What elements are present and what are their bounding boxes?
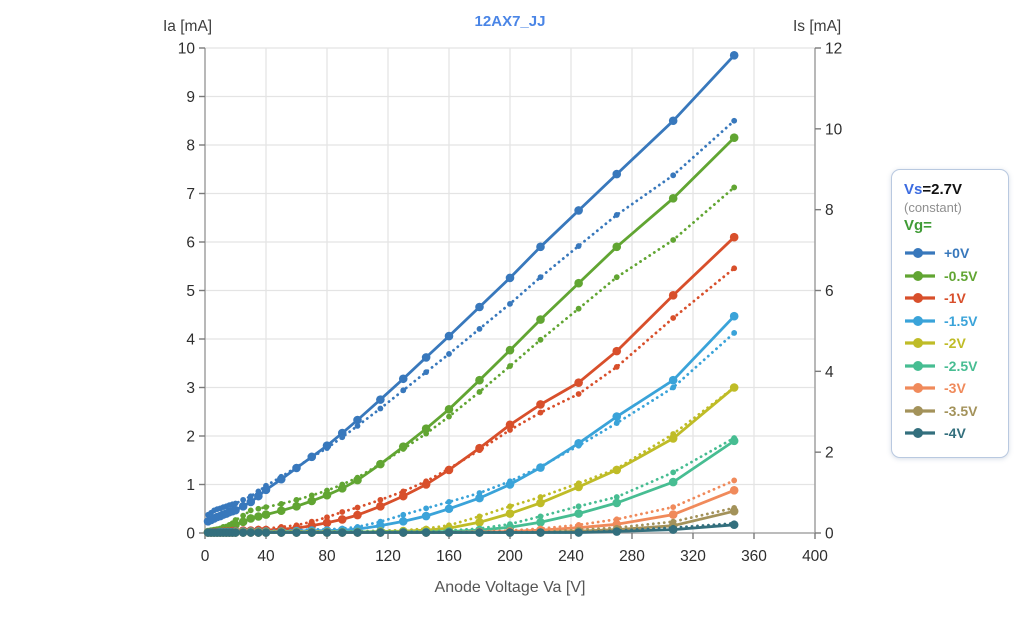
legend-line-marker-icon: [905, 428, 935, 439]
legend-entry--0.5V[interactable]: -0.5V: [904, 265, 996, 288]
legend-entry-label: -4V: [944, 425, 966, 442]
legend-entry-label: -2.5V: [944, 357, 978, 374]
right-axis-title: Is [mA]: [793, 18, 842, 35]
legend-entry--2V[interactable]: -2V: [904, 332, 996, 355]
legend-entry-label: -2V: [944, 335, 966, 352]
legend-entry--2.5V[interactable]: -2.5V: [904, 355, 996, 378]
legend-entry--3.5V[interactable]: -3.5V: [904, 400, 996, 423]
svg-text:320: 320: [680, 548, 706, 565]
legend-entries: +0V -0.5V -1V -1.5V -2V -2.5V -3V -3.5V -4V: [904, 242, 996, 445]
series--1V: [203, 232, 739, 537]
legend-entry--1.5V[interactable]: -1.5V: [904, 310, 996, 333]
left-axis-title: Ia [mA]: [163, 18, 213, 35]
legend-entry-label: -1.5V: [944, 312, 978, 329]
svg-text:8: 8: [186, 138, 195, 155]
svg-text:400: 400: [802, 548, 828, 565]
series--4V: [203, 520, 739, 537]
legend-entry-label: -0.5V: [944, 267, 978, 284]
legend-entry--3V[interactable]: -3V: [904, 377, 996, 400]
svg-text:0: 0: [201, 548, 210, 565]
legend-line-marker-icon: [905, 248, 935, 259]
svg-text:10: 10: [825, 121, 843, 138]
svg-text:240: 240: [558, 548, 584, 565]
series--2.5V: [203, 435, 739, 537]
svg-text:9: 9: [186, 89, 195, 106]
svg-text:7: 7: [186, 186, 195, 203]
legend-box: Vs=2.7V (constant) Vg= +0V -0.5V -1V -1.5V -…: [891, 169, 1009, 458]
legend-line-marker-icon: [905, 360, 935, 371]
legend-line-marker-icon: [905, 315, 935, 326]
svg-text:4: 4: [825, 364, 834, 381]
legend-heading: Vs=2.7V: [904, 180, 996, 199]
svg-text:80: 80: [318, 548, 336, 565]
svg-text:5: 5: [186, 283, 195, 300]
svg-text:2: 2: [186, 429, 195, 446]
svg-text:360: 360: [741, 548, 767, 565]
legend-entry--1V[interactable]: -1V: [904, 287, 996, 310]
chart-title: 12AX7_JJ: [474, 13, 546, 30]
legend-line-marker-icon: [905, 293, 935, 304]
legend-entry-label: -3.5V: [944, 402, 978, 419]
svg-text:1: 1: [186, 477, 195, 494]
legend-line-marker-icon: [905, 405, 935, 416]
legend-note: (constant): [904, 200, 962, 215]
legend-vs-value: =2.7V: [922, 181, 962, 198]
legend-group-label: Vg=: [904, 217, 932, 234]
svg-text:6: 6: [825, 283, 834, 300]
svg-text:160: 160: [436, 548, 462, 565]
legend-line-marker-icon: [905, 338, 935, 349]
legend-entry--4V[interactable]: -4V: [904, 422, 996, 445]
svg-text:8: 8: [825, 202, 834, 219]
gridlines: [205, 47, 815, 533]
svg-text:0: 0: [186, 526, 195, 543]
svg-text:2: 2: [825, 445, 834, 462]
svg-text:10: 10: [178, 41, 196, 58]
tick-marks: [199, 47, 821, 539]
x-axis-title: Anode Voltage Va [V]: [434, 579, 586, 596]
legend-entry-label: +0V: [944, 245, 970, 262]
legend-entry-+0V[interactable]: +0V: [904, 242, 996, 265]
svg-text:40: 40: [257, 548, 275, 565]
svg-text:4: 4: [186, 332, 195, 349]
svg-text:120: 120: [375, 548, 401, 565]
svg-text:280: 280: [619, 548, 645, 565]
svg-text:6: 6: [186, 235, 195, 252]
svg-text:0: 0: [825, 526, 834, 543]
legend-entry-label: -3V: [944, 380, 966, 397]
svg-text:200: 200: [497, 548, 523, 565]
legend-vs-label: Vs: [904, 181, 923, 198]
series-+0V: [203, 50, 739, 526]
legend-line-marker-icon: [905, 270, 935, 281]
legend-line-marker-icon: [905, 383, 935, 394]
svg-text:3: 3: [186, 380, 195, 397]
legend-entry-label: -1V: [944, 290, 966, 307]
svg-text:12: 12: [825, 41, 842, 58]
